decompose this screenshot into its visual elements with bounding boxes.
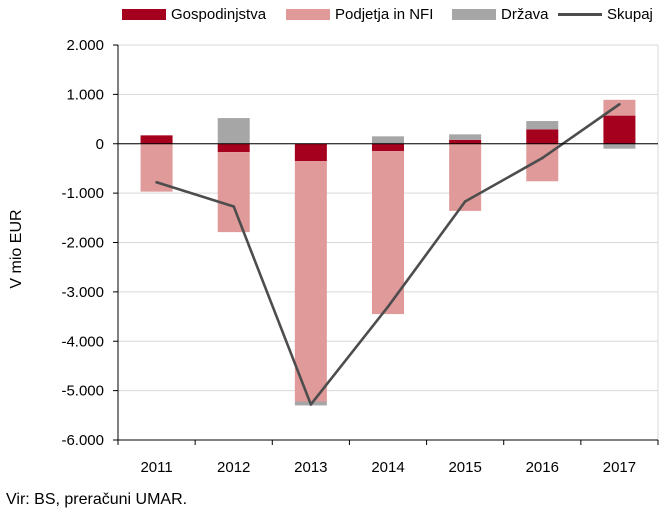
legend-swatch-gospodinjstva [122,9,166,20]
x-tick-label-2012: 2012 [217,459,250,476]
bar-gospodinjstva-2012 [217,143,250,153]
legend-label-drzava: Država [501,6,549,23]
y-tick-label: 2.000 [66,37,104,54]
bar-dr-ava-2015 [449,134,482,140]
legend-label-podjetja: Podjetja in NFI [335,6,434,23]
legend-label-skupaj: Skupaj [607,6,653,23]
line-point-skupaj-2013 [309,403,313,406]
axes: 2.000 1.000 0 -1.000 -2.000 -3.000 -4.000 -5.00… [61,37,659,476]
x-tick-label-2017: 2017 [603,459,636,476]
y-axis-title: V mio EUR [8,209,25,289]
x-tick-label-2011: 2011 [140,459,172,476]
bar-gospodinjstva-2016 [526,129,559,144]
source-note: Vir: BS, preračuni UMAR. [6,491,188,508]
y-tick-label: 0 [96,136,104,153]
bar-dr-ava-2016 [526,121,559,130]
y-tick-label: -4.000 [61,333,104,350]
bar-gospodinjstva-2017 [603,115,636,144]
bar-podjetja-in-nfi-2017 [603,99,636,116]
legend-item-skupaj: Skupaj [558,6,653,23]
x-tick-label-2014: 2014 [371,459,404,476]
legend-label-gospodinjstva: Gospodinjstva [171,6,267,23]
legend: Gospodinjstva Podjetja in NFI Država Sku… [0,4,667,30]
legend-item-gospodinjstva: Gospodinjstva [122,6,266,23]
y-tick-label: 1.000 [66,86,104,103]
bar-podjetja-in-nfi-2014 [372,151,404,315]
line-point-skupaj-2011 [155,180,158,184]
legend-item-podjetja: Podjetja in NFI [286,6,433,23]
x-tick-label-2016: 2016 [526,459,559,476]
bar-dr-ava-2012 [217,118,250,144]
y-tick-label: -2.000 [61,235,104,252]
bar-gospodinjstva-2013 [294,143,327,162]
line-point-skupaj-2017 [618,102,621,106]
bar-podjetja-in-nfi-2012 [217,152,250,233]
y-tick-label: -3.000 [61,284,104,301]
bar-podjetja-in-nfi-2013 [294,161,327,402]
bar-gospodinjstva-2014 [372,143,404,152]
bars [140,99,636,406]
line-point-skupaj-2015 [463,200,467,203]
x-tick-label-2013: 2013 [294,459,327,476]
x-tick-label-2015: 2015 [448,459,481,476]
bar-gospodinjstva-2011 [140,135,173,144]
legend-swatch-podjetja [286,9,330,20]
legend-swatch-skupaj [558,13,602,16]
bar-gospodinjstva-2015 [449,139,482,144]
bar-dr-ava-2017 [603,143,636,149]
line-point-skupaj-2014 [386,305,390,308]
bar-dr-ava-2014 [372,136,404,144]
bar-podjetja-in-nfi-2015 [449,143,482,211]
line-point-skupaj-2016 [540,156,544,160]
bar-podjetja-in-nfi-2011 [140,143,173,192]
y-tick-label: -5.000 [61,383,104,400]
y-tick-label: -1.000 [61,185,104,202]
legend-item-drzava: Država [452,6,549,23]
y-tick-label: -6.000 [61,432,104,449]
total-line-layer [155,102,621,406]
legend-swatch-drzava [452,9,496,20]
line-point-skupaj-2012 [232,205,236,208]
